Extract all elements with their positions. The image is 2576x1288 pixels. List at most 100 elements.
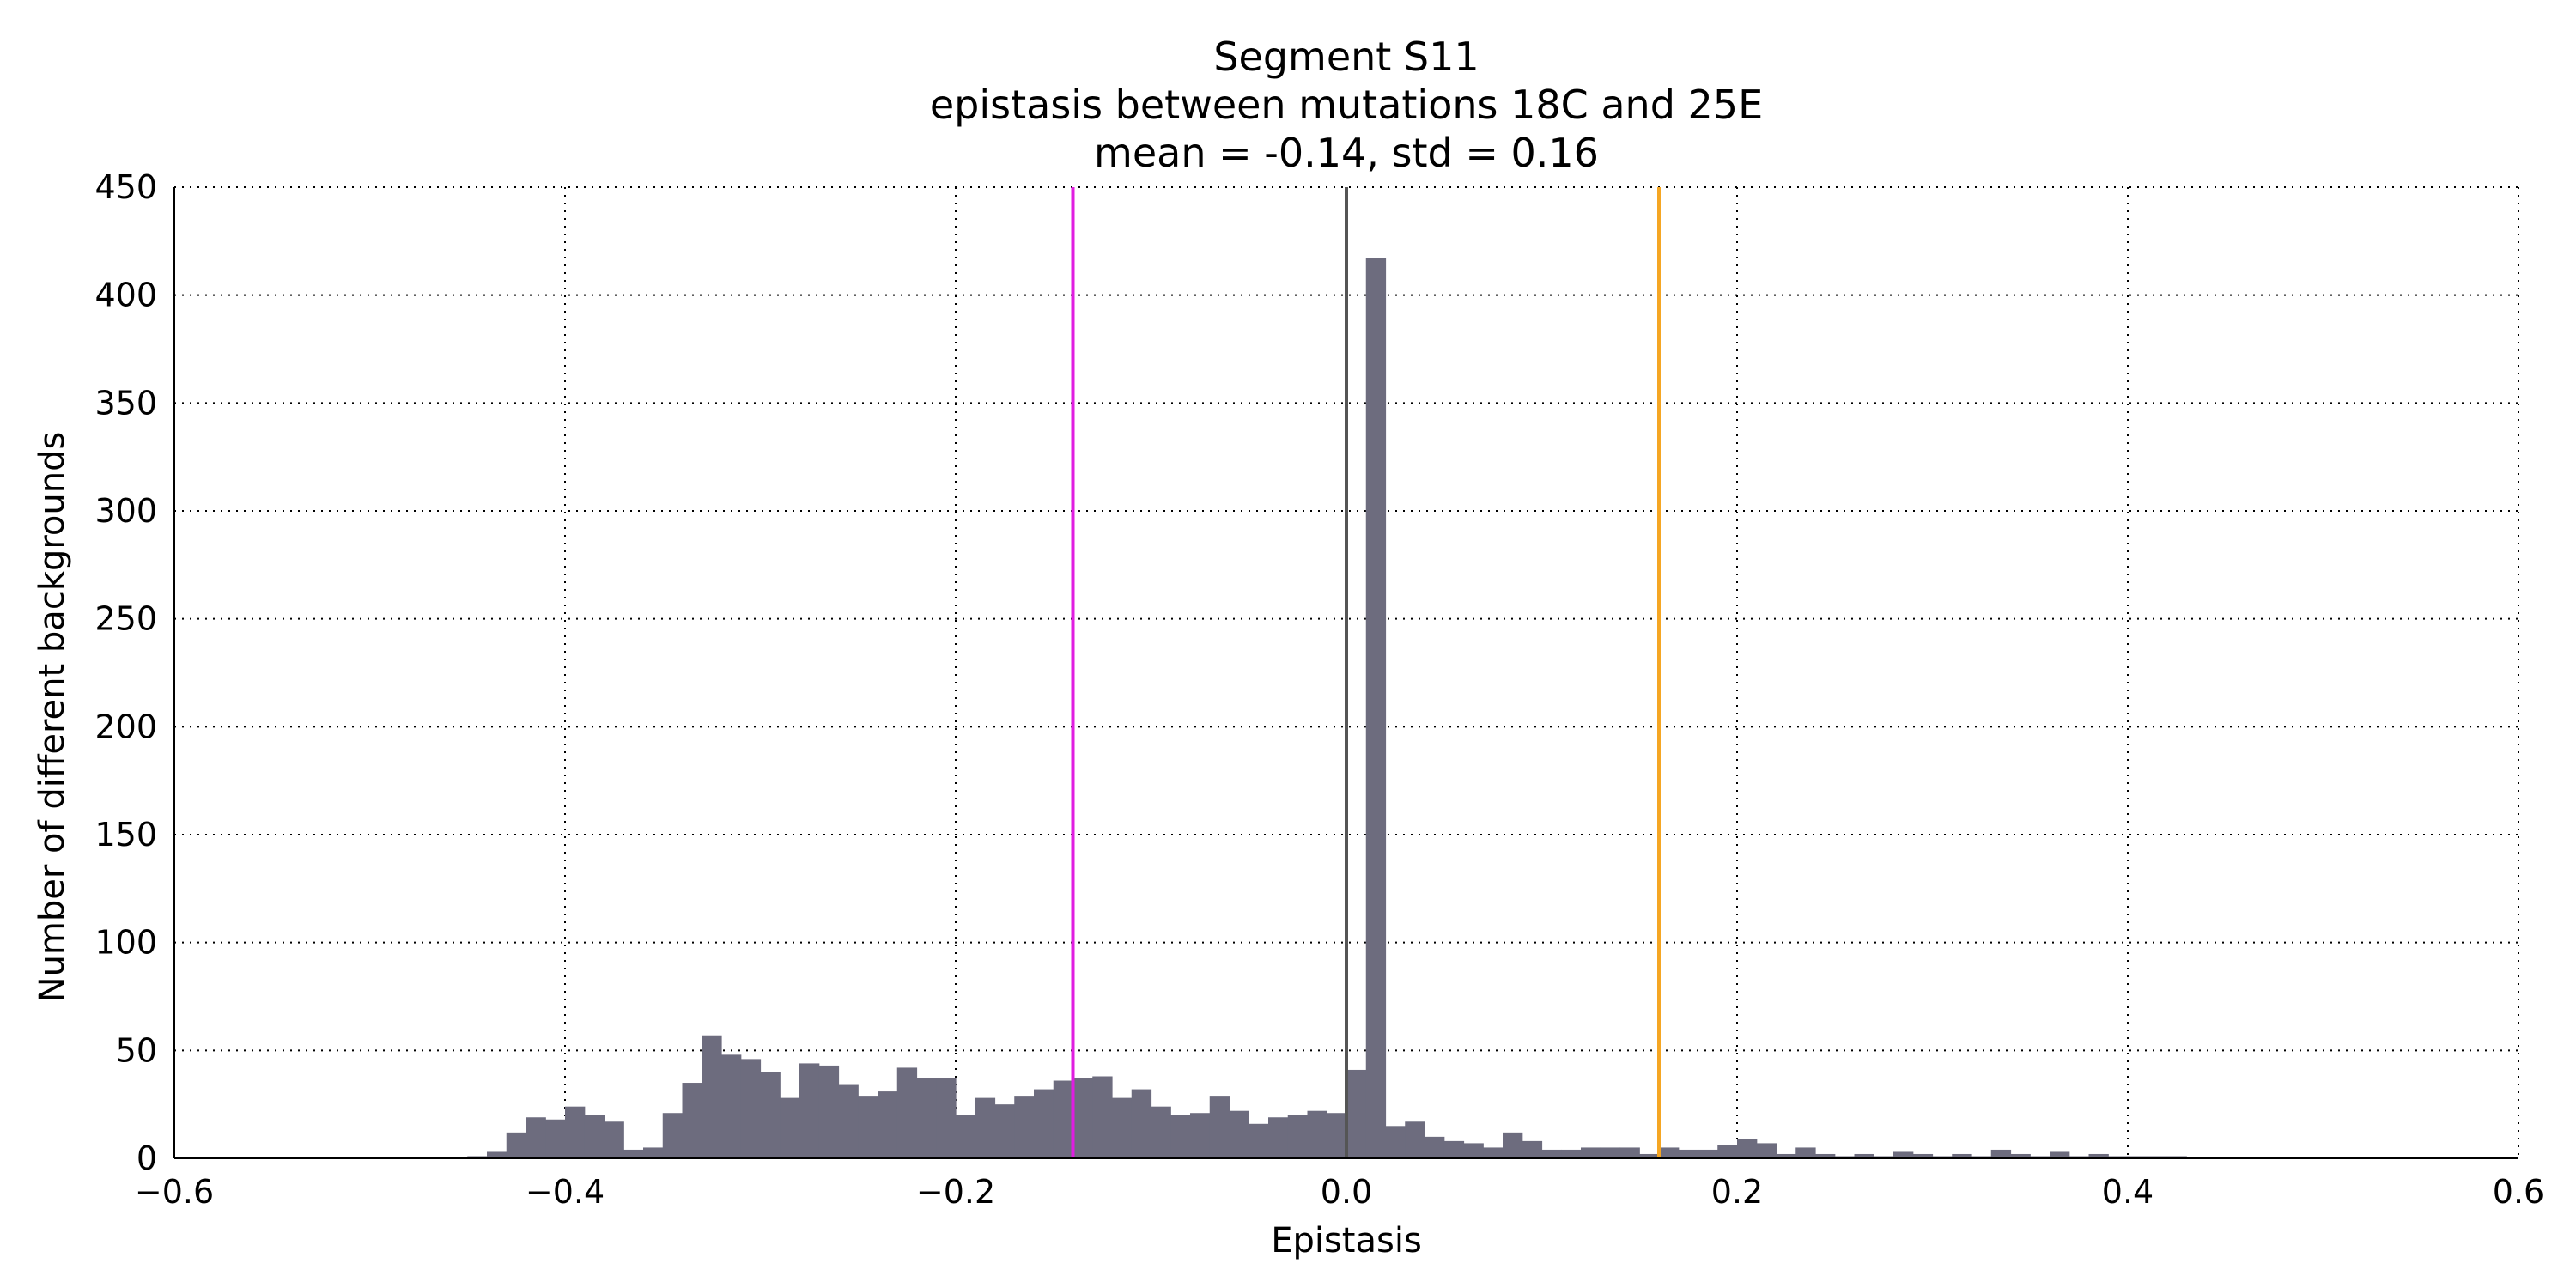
histogram-bars <box>467 258 2187 1159</box>
histogram-bar <box>1209 1096 1230 1158</box>
histogram-bar <box>721 1054 742 1158</box>
histogram-bar <box>1639 1153 1660 1158</box>
x-tick-label: −0.6 <box>135 1173 214 1211</box>
histogram-bar <box>1112 1097 1133 1158</box>
histogram-bar <box>1854 1153 1874 1158</box>
y-axis-label: Number of different backgrounds <box>33 432 72 1003</box>
histogram-bar <box>1893 1151 1914 1158</box>
y-tick-label: 100 <box>94 924 157 962</box>
histogram-bar <box>2069 1156 2090 1158</box>
x-tick-label: 0.6 <box>2493 1173 2544 1211</box>
histogram-bar <box>702 1035 722 1158</box>
x-tick-label: −0.4 <box>526 1173 605 1211</box>
x-axis-label: Epistasis <box>1271 1221 1422 1261</box>
chart-title-line-1: Segment S11 <box>1213 33 1479 80</box>
histogram-bar <box>1952 1153 1972 1158</box>
histogram-bar <box>975 1097 996 1158</box>
histogram-bar <box>1463 1143 1484 1158</box>
histogram-bar <box>1483 1147 1504 1158</box>
histogram-bar <box>858 1096 878 1158</box>
histogram-bar <box>1385 1126 1406 1158</box>
histogram-bar <box>760 1072 781 1158</box>
histogram-bar <box>1776 1153 1796 1158</box>
histogram-bar <box>1698 1149 1718 1158</box>
histogram-bar <box>1014 1096 1035 1158</box>
histogram-bar <box>1619 1147 1640 1158</box>
histogram-bar <box>1990 1149 2012 1158</box>
histogram-bar <box>2050 1151 2070 1158</box>
histogram-bar <box>1190 1113 1211 1158</box>
histogram-bar <box>1092 1076 1113 1158</box>
histogram-bar <box>1717 1145 1738 1158</box>
histogram-bar <box>956 1115 976 1158</box>
histogram-bar <box>1561 1149 1582 1158</box>
histogram-bar <box>878 1091 898 1158</box>
y-tick-label: 350 <box>94 384 157 422</box>
histogram-bar <box>818 1065 840 1158</box>
x-tick-label: 0.0 <box>1321 1173 1372 1211</box>
histogram-bar <box>1229 1110 1249 1158</box>
histogram-bar <box>1503 1132 1523 1158</box>
chart-title-line-2: epistasis between mutations 18C and 25E <box>930 82 1763 128</box>
histogram-bar <box>2128 1156 2148 1158</box>
histogram-bar <box>1874 1156 1894 1158</box>
histogram-bar <box>1795 1147 1816 1158</box>
histogram-bar <box>1541 1149 1562 1158</box>
histogram-bar <box>1932 1156 1953 1158</box>
histogram-bar <box>1443 1140 1465 1158</box>
histogram-bar <box>1327 1113 1347 1158</box>
histogram-bar <box>682 1083 702 1158</box>
y-tick-label: 200 <box>94 708 157 745</box>
histogram-bar <box>1287 1115 1309 1158</box>
histogram-bar <box>2166 1156 2187 1158</box>
histogram-bar <box>1034 1089 1054 1158</box>
histogram-bar <box>1581 1147 1601 1158</box>
histogram-bar <box>780 1097 800 1158</box>
y-tick-label: 150 <box>94 816 157 854</box>
axes <box>173 187 2518 1159</box>
histogram-bar <box>506 1132 527 1158</box>
histogram-bar <box>1737 1139 1758 1158</box>
chart-title-line-3: mean = -0.14, std = 0.16 <box>1094 130 1599 176</box>
histogram-bar <box>623 1149 644 1158</box>
histogram-bar <box>799 1063 820 1158</box>
histogram-bar <box>1971 1156 1992 1158</box>
histogram-bar <box>1249 1123 1269 1158</box>
histogram-bar <box>896 1067 918 1158</box>
histogram-bar <box>740 1059 762 1158</box>
histogram-bar <box>2108 1156 2129 1158</box>
histogram-bar <box>643 1147 664 1158</box>
x-tick-label: −0.2 <box>916 1173 995 1211</box>
histogram-bar <box>545 1119 566 1158</box>
histogram-bar <box>2030 1156 2050 1158</box>
y-tick-label: 50 <box>116 1031 157 1069</box>
histogram-bar <box>1815 1153 1836 1158</box>
histogram-bar <box>1659 1147 1680 1158</box>
histogram-bar <box>565 1106 586 1158</box>
histogram-bar <box>1346 1069 1367 1158</box>
histogram-bar <box>1170 1115 1191 1158</box>
reference-lines <box>1071 187 1661 1158</box>
histogram-bar <box>1307 1110 1327 1158</box>
histogram-bar <box>1365 258 1387 1159</box>
y-tick-label: 300 <box>94 492 157 530</box>
histogram-bar <box>526 1117 546 1158</box>
y-tick-labels: 0 50 100 150 200 250 300 350 400 450 <box>94 168 157 1177</box>
histogram-bar <box>1600 1147 1621 1158</box>
histogram-bar <box>1072 1078 1093 1158</box>
histogram-bar <box>487 1151 507 1158</box>
histogram-bar <box>1756 1143 1777 1158</box>
histogram-bar <box>2010 1153 2031 1158</box>
y-tick-label: 400 <box>94 276 157 314</box>
histogram-bar <box>1268 1117 1289 1158</box>
histogram-bar <box>2088 1153 2109 1158</box>
histogram-bar <box>584 1115 605 1158</box>
histogram-bar <box>1912 1153 1934 1158</box>
histogram-bar <box>1678 1149 1699 1158</box>
y-tick-label: 250 <box>94 600 157 638</box>
histogram-bar <box>1522 1140 1543 1158</box>
histogram-bar <box>2147 1156 2168 1158</box>
histogram-bar <box>1053 1080 1074 1158</box>
x-tick-labels: −0.6 −0.4 −0.2 0.0 0.2 0.4 0.6 <box>135 1173 2544 1211</box>
